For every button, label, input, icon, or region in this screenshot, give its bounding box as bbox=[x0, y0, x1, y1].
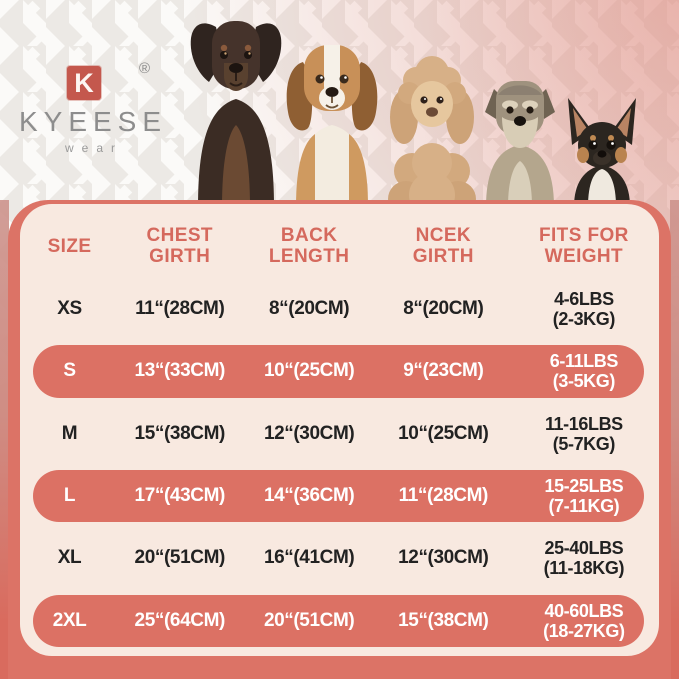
back-length-cell: 12“(30CM) bbox=[263, 422, 355, 444]
weight-lbs: 25-40LBS bbox=[544, 538, 624, 559]
weight-lbs: 4-6LBS bbox=[554, 289, 614, 309]
weight-lbs: 40-60LBS bbox=[544, 600, 624, 621]
header-line: CHEST bbox=[146, 225, 213, 247]
header-line: FITS FOR bbox=[539, 225, 629, 247]
column-header-neck-girth: NCEK GIRTH bbox=[378, 225, 509, 268]
header-line: GIRTH bbox=[149, 246, 211, 267]
neck-girth-cell: 11“(28CM) bbox=[398, 485, 489, 507]
size-cell: L bbox=[63, 485, 76, 507]
weight-kg: (5-7KG) bbox=[552, 433, 616, 454]
neck-girth-cell: 12“(30CM) bbox=[398, 547, 489, 569]
chest-girth-cell: 15“(38CM) bbox=[134, 422, 226, 444]
right-edge-gradient bbox=[670, 200, 679, 679]
column-header-fits-for-weight: FITS FOR WEIGHT bbox=[509, 225, 659, 268]
neck-girth-cell: 8“(20CM) bbox=[403, 298, 484, 320]
weight-cell: 6-11LBS (3-5KG) bbox=[509, 351, 659, 391]
registered-trademark-symbol: ® bbox=[139, 60, 151, 77]
chest-girth-cell: 20“(51CM) bbox=[134, 547, 226, 569]
column-header-back-length: BACK LENGTH bbox=[240, 225, 377, 268]
weight-cell: 25-40LBS (11-18KG) bbox=[509, 538, 659, 578]
chest-girth-cell: 25“(64CM) bbox=[134, 609, 226, 631]
weight-kg: (3-5KG) bbox=[552, 371, 616, 392]
neck-girth-cell: 10“(25CM) bbox=[398, 422, 489, 444]
back-length-cell: 10“(25CM) bbox=[263, 360, 355, 382]
header-line: BACK bbox=[280, 225, 338, 247]
header-line: NCEK bbox=[415, 225, 472, 247]
weight-cell: 40-60LBS (18-27KG) bbox=[509, 601, 659, 641]
weight-kg: (11-18KG) bbox=[543, 558, 625, 579]
column-header-chest-girth: CHEST GIRTH bbox=[119, 225, 240, 268]
weight-lbs: 6-11LBS bbox=[549, 351, 619, 372]
weight-cell: 11-16LBS (5-7KG) bbox=[509, 414, 659, 454]
back-length-cell: 8“(20CM) bbox=[269, 298, 350, 320]
weight-lbs: 15-25LBS bbox=[544, 475, 624, 496]
neck-girth-cell: 9“(23CM) bbox=[403, 360, 484, 382]
table-row-xs: XS 11“(28CM) 8“(20CM) 8“(20CM) 4-6LBS (2… bbox=[20, 278, 659, 340]
dog-illustration-poodle bbox=[388, 56, 476, 207]
weight-cell: 15-25LBS (7-11KG) bbox=[509, 476, 659, 516]
back-length-cell: 20“(51CM) bbox=[263, 609, 355, 631]
table-row-l-highlighted: L 17“(43CM) 14“(36CM) 11“(28CM) 15-25LBS… bbox=[20, 465, 659, 527]
header-line: LENGTH bbox=[268, 246, 350, 267]
chest-girth-cell: 11“(28CM) bbox=[135, 298, 225, 320]
left-edge-gradient bbox=[0, 200, 9, 679]
size-table-panel: SIZE CHEST GIRTH BACK LENGTH NCEK GIRTH … bbox=[20, 204, 659, 656]
chest-girth-cell: 17“(43CM) bbox=[134, 485, 226, 507]
weight-kg: (18-27KG) bbox=[543, 620, 625, 641]
table-row-xl: XL 20“(51CM) 16“(41CM) 12“(30CM) 25-40LB… bbox=[20, 527, 659, 589]
weight-kg: (7-11KG) bbox=[548, 496, 620, 517]
dog-illustration-doberman bbox=[190, 21, 282, 207]
header-line: WEIGHT bbox=[544, 246, 624, 267]
size-cell: S bbox=[63, 360, 76, 382]
dog-illustration-schnauzer bbox=[485, 81, 555, 207]
weight-kg: (2-3KG) bbox=[552, 309, 616, 330]
back-length-cell: 14“(36CM) bbox=[263, 485, 355, 507]
logo-k-mark: K bbox=[67, 66, 101, 100]
size-cell: 2XL bbox=[52, 609, 87, 631]
back-length-cell: 16“(41CM) bbox=[263, 547, 355, 569]
header-line: SIZE bbox=[47, 235, 92, 257]
column-header-size: SIZE bbox=[20, 235, 119, 258]
table-row-m: M 15“(38CM) 12“(30CM) 10“(25CM) 11-16LBS… bbox=[20, 403, 659, 465]
header-line: GIRTH bbox=[412, 246, 474, 267]
dog-illustration-chihuahua bbox=[568, 98, 636, 207]
weight-lbs: 11-16LBS bbox=[544, 413, 623, 434]
brand-name: KYEESE bbox=[18, 106, 168, 137]
dog-illustration-beagle bbox=[286, 45, 378, 207]
size-cell: M bbox=[61, 422, 78, 444]
brand-subtitle: wear bbox=[64, 141, 123, 155]
weight-cell: 4-6LBS (2-3KG) bbox=[509, 289, 659, 329]
chest-girth-cell: 13“(33CM) bbox=[134, 360, 226, 382]
size-cell: XL bbox=[57, 547, 82, 569]
neck-girth-cell: 15“(38CM) bbox=[398, 609, 489, 631]
size-cell: XS bbox=[57, 298, 82, 320]
table-row-s-highlighted: S 13“(33CM) 10“(25CM) 9“(23CM) 6-11LBS (… bbox=[20, 340, 659, 402]
table-body: XS 11“(28CM) 8“(20CM) 8“(20CM) 4-6LBS (2… bbox=[20, 278, 659, 656]
table-header-row: SIZE CHEST GIRTH BACK LENGTH NCEK GIRTH … bbox=[20, 204, 659, 278]
table-row-2xl-highlighted: 2XL 25“(64CM) 20“(51CM) 15“(38CM) 40-60L… bbox=[20, 590, 659, 652]
